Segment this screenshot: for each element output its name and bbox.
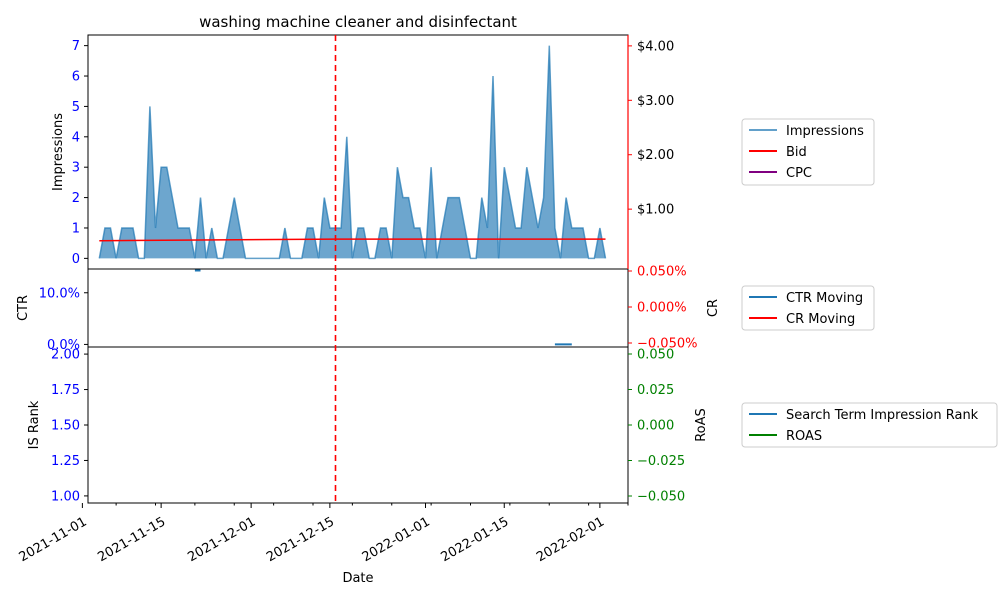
- legend-label-roas: ROAS: [786, 429, 822, 444]
- ctr-panel-frame: [87, 268, 629, 348]
- chart-title: washing machine cleaner and disinfectant: [199, 13, 517, 31]
- cr-ytick-label: −0.050%: [637, 337, 697, 352]
- legend-rank: Search Term Impression Rank ROAS: [741, 402, 998, 448]
- impressions-ytick-label: 3: [72, 161, 80, 176]
- impressions-ytick-label: 5: [72, 100, 80, 115]
- impressions-ytick-label: 4: [72, 130, 80, 145]
- impressions-line: [98, 45, 607, 260]
- legend-label-search-rank: Search Term Impression Rank: [786, 408, 979, 423]
- roas-ytick-label: −0.025: [637, 454, 685, 469]
- roas-ytick-label: 0.050: [637, 348, 674, 363]
- axes: 0 1 2 3 4 5 6 7 $1.00 $2.00 $3.00 $4.00 0.0% 10.0% −0.…: [17, 35, 697, 566]
- bid-ytick-label: $2.00: [637, 148, 674, 163]
- x-axis-label: Date: [342, 571, 373, 586]
- bid-ytick-label: $4.00: [637, 39, 674, 54]
- legend-label-impressions: Impressions: [786, 124, 864, 139]
- x-tick-label: 2021-12-01: [185, 514, 258, 565]
- roas-axis-label: RoAS: [694, 408, 709, 442]
- ctr-ytick-label: 0.0%: [47, 338, 80, 353]
- legend-impressions: Impressions Bid CPC: [741, 118, 875, 186]
- legend-rank-box: [741, 402, 998, 448]
- is-rank-axis-label: IS Rank: [27, 400, 42, 449]
- impressions-ytick-label: 6: [72, 70, 80, 85]
- rank-ytick-label: 1.75: [51, 383, 80, 398]
- bid-ytick-label: $1.00: [637, 203, 674, 218]
- rank-ytick-label: 1.00: [51, 489, 80, 504]
- rank-ytick-label: 1.25: [51, 454, 80, 469]
- legend-label-cr-moving: CR Moving: [786, 312, 855, 327]
- impressions-ytick-label: 1: [72, 221, 80, 236]
- legend-impressions-box: [741, 118, 875, 186]
- x-tick-label: 2022-02-01: [534, 514, 607, 565]
- x-tick-label: 2022-01-15: [439, 515, 512, 566]
- cr-ytick-label: 0.050%: [637, 265, 687, 280]
- rank-panel-frame: [87, 346, 629, 504]
- cr-axis-label: CR: [706, 299, 721, 317]
- legend-ctr: CTR Moving CR Moving: [741, 285, 875, 331]
- roas-ytick-label: −0.050: [637, 490, 685, 505]
- legend-label-ctr-moving: CTR Moving: [786, 291, 863, 306]
- ctr-plot: [194, 269, 572, 346]
- bid-ytick-label: $3.00: [637, 94, 674, 109]
- x-tick-label: 2021-12-15: [264, 514, 337, 565]
- rank-ytick-label: 1.50: [51, 419, 80, 434]
- legend-label-bid: Bid: [786, 145, 807, 160]
- impressions-ytick-label: 2: [72, 191, 80, 206]
- x-tick-label: 2021-11-15: [95, 514, 168, 565]
- rank-ytick-label: 2.00: [51, 348, 80, 363]
- impressions-plot: [98, 45, 607, 260]
- x-tick-label: 2022-01-01: [360, 514, 433, 565]
- impressions-area: [99, 45, 606, 259]
- impressions-axis-label: Impressions: [51, 113, 66, 191]
- ctr-axis-label: CTR: [16, 295, 31, 321]
- legend-label-cpc: CPC: [786, 166, 812, 181]
- impressions-ytick-label: 0: [72, 252, 80, 267]
- ctr-ytick-label: 10.0%: [39, 286, 80, 301]
- roas-ytick-label: 0.025: [637, 383, 674, 398]
- x-tick-label: 2021-11-01: [17, 514, 90, 565]
- cr-ytick-label: 0.000%: [637, 301, 687, 316]
- impressions-ytick-label: 7: [72, 39, 80, 54]
- roas-ytick-label: 0.000: [637, 419, 674, 434]
